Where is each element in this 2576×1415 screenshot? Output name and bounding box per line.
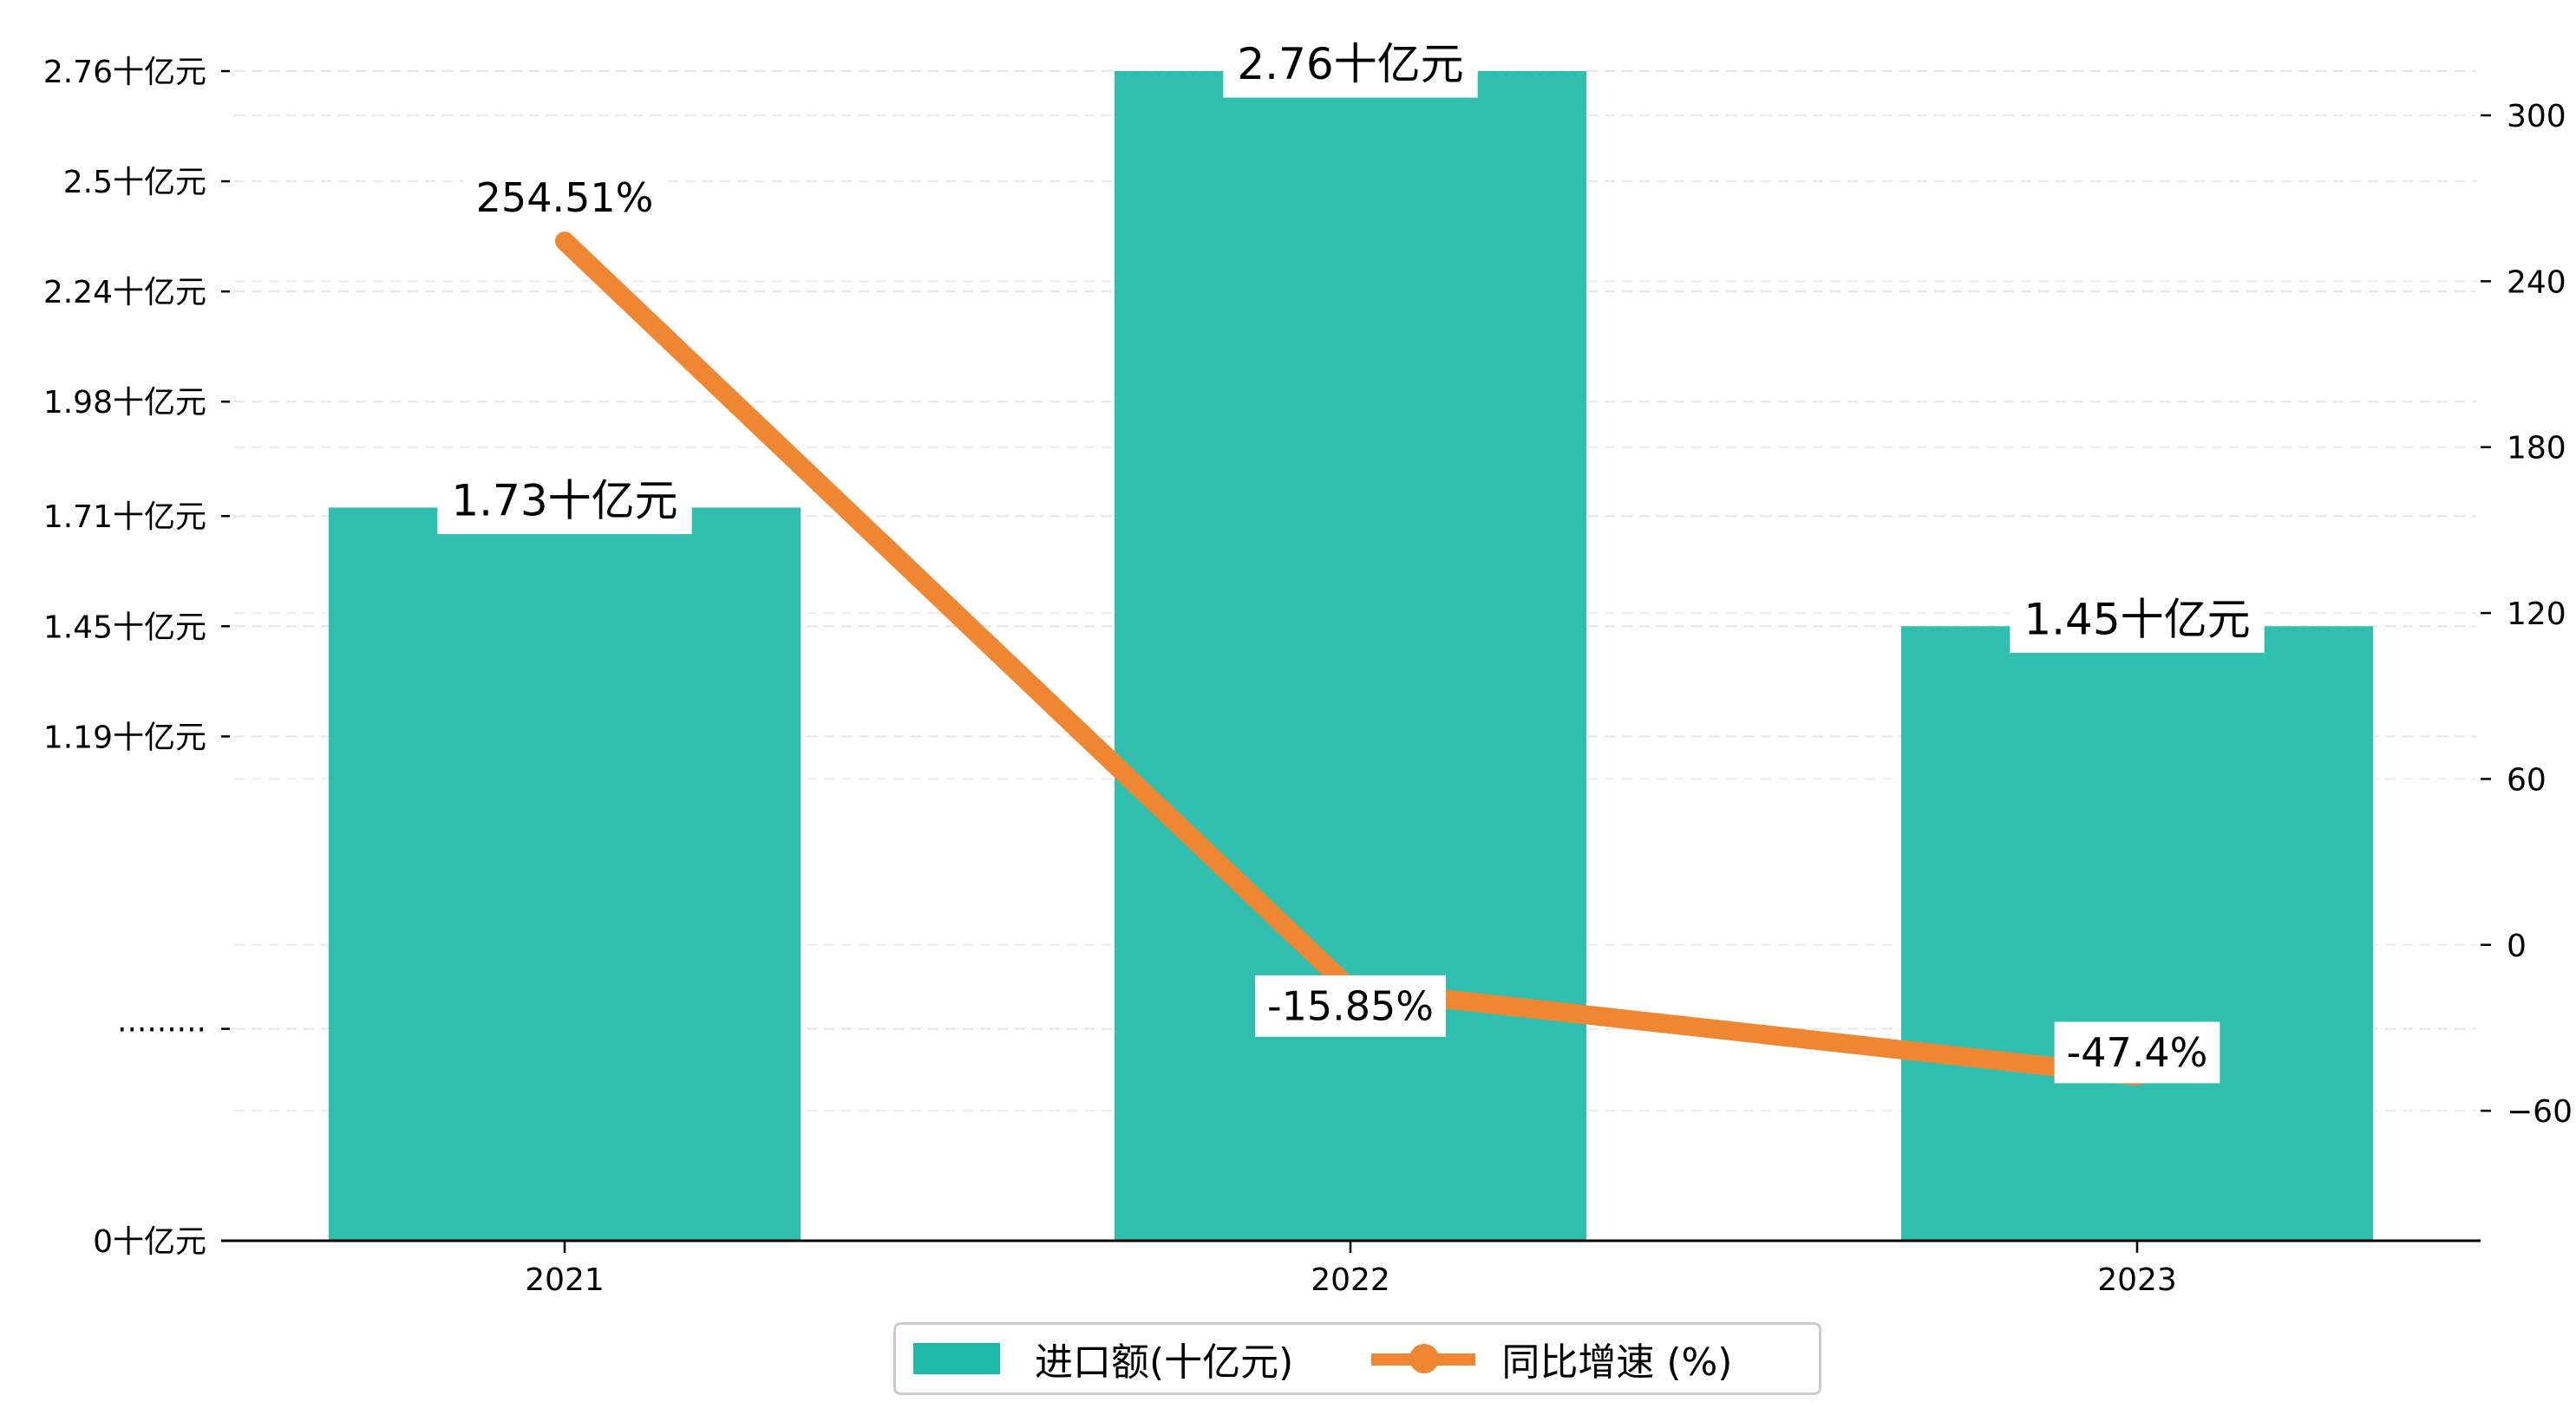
growth-value-label-2021-box: [463, 166, 666, 229]
y-left-tick-label-4: 1.71十亿元: [43, 499, 206, 535]
growth-value-label-2021: 254.51%: [476, 174, 654, 221]
growth-value-label-2023-box: [2054, 1021, 2220, 1084]
y-left-tick-label-3: 1.45十亿元: [43, 610, 206, 645]
y-right-tick-label-5: 240: [2507, 264, 2566, 300]
bar-value-label-2021: 1.73十亿元: [451, 475, 677, 525]
y-right-tick-label-1: 0: [2507, 929, 2527, 964]
legend-item-bar: 进口额(十亿元): [896, 1331, 1293, 1386]
x-tick-label-2022: 2022: [1311, 1262, 1390, 1298]
y-right-tick-label-2: 60: [2507, 762, 2547, 798]
legend-line-label: 同比增速 (%): [1501, 1340, 1733, 1385]
bar-value-label-2023-box: [2010, 585, 2265, 653]
bar-2022: [1115, 71, 1586, 1241]
bar-2023: [1901, 626, 2373, 1241]
legend-bar-swatch: [913, 1343, 1000, 1374]
bar-value-label-2022-box: [1223, 30, 1478, 98]
y-left-tick-label-5: 1.98十亿元: [43, 385, 206, 421]
x-tick-label-2023: 2023: [2097, 1262, 2177, 1298]
bar-series: [329, 71, 2373, 1241]
y-left-tick-label-8: 2.76十亿元: [43, 55, 206, 90]
bar-value-label-2022-group: 2.76十亿元: [1223, 30, 1478, 98]
x-tick-label-2021: 2021: [525, 1262, 605, 1298]
legend: 进口额(十亿元) 同比增速 (%): [893, 1322, 1821, 1395]
bar-value-label-2023: 1.45十亿元: [2024, 594, 2250, 644]
growth-value-label-2022-group: -15.85%: [1255, 975, 1446, 1037]
growth-point-2021: [555, 231, 574, 251]
y-left-tick-label-1: ·········: [117, 1013, 206, 1048]
y-right-tick-label-6: 300: [2507, 99, 2566, 134]
axes: 0十亿元 ········· 1.19十亿元 1.45十亿元 1.71十亿元 1.98十亿…: [43, 55, 2573, 1298]
legend-bar-label: 进口额(十亿元): [1035, 1340, 1294, 1385]
growth-value-label-2023-group: -47.4%: [2054, 1021, 2220, 1084]
growth-value-label-2021-group: 254.51%: [463, 166, 666, 229]
y-right-tick-label-4: 180: [2507, 431, 2566, 466]
bar-value-label-2022: 2.76十亿元: [1237, 39, 1463, 89]
bar-value-label-2023-group: 1.45十亿元: [2010, 585, 2265, 653]
bar-value-label-2021-group: 1.73十亿元: [437, 466, 692, 535]
growth-value-label-2022: -15.85%: [1267, 982, 1434, 1029]
growth-value-label-2022-box: [1255, 975, 1446, 1037]
y-left-tick-label-6: 2.24十亿元: [43, 275, 206, 310]
bar-value-label-2021-box: [437, 466, 692, 535]
growth-value-label-2023: -47.4%: [2067, 1029, 2208, 1076]
legend-line-swatch: [1371, 1343, 1476, 1374]
y-left-tick-label-7: 2.5十亿元: [63, 165, 206, 200]
y-left-tick-label-2: 1.19十亿元: [43, 720, 206, 755]
legend-item-line: 同比增速 (%): [1293, 1331, 1732, 1386]
y-right-tick-label-0: −60: [2507, 1094, 2573, 1130]
y-right-tick-label-3: 120: [2507, 597, 2566, 632]
y-left-tick-label-0: 0十亿元: [93, 1224, 206, 1260]
data-labels: 1.73十亿元 2.76十亿元 1.45十亿元 254.51% -15.85% -47.4…: [437, 30, 2265, 1084]
legend-line-marker: [1409, 1344, 1440, 1373]
bar-2021: [329, 507, 801, 1241]
